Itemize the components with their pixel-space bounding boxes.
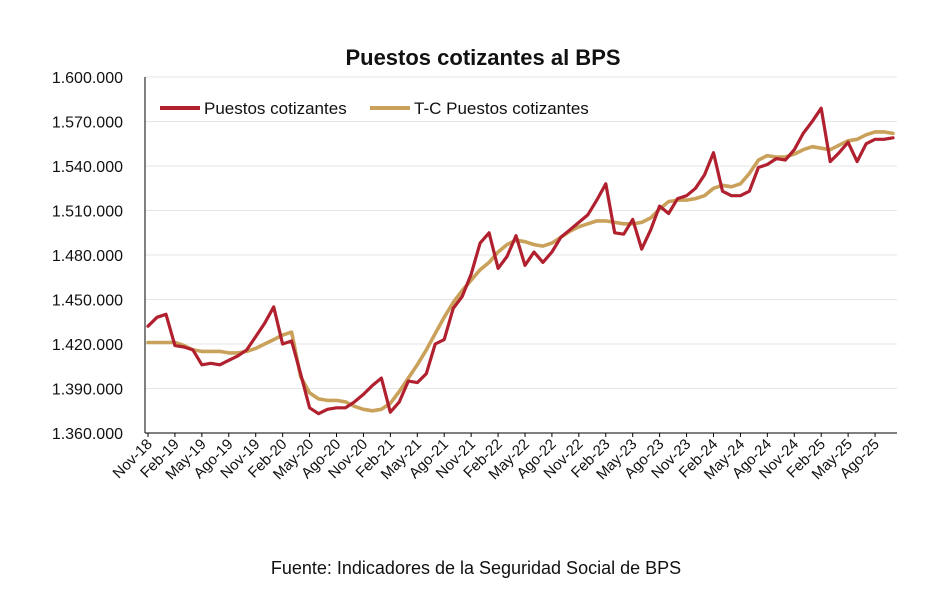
legend: Puestos cotizantes T-C Puestos cotizante…: [160, 99, 589, 118]
y-tick-label: 1.540.000: [52, 159, 123, 176]
y-tick-label: 1.510.000: [52, 204, 123, 221]
y-axis-ticks: 1.360.000 1.390.000 1.420.000 1.450.000 1.48…: [52, 70, 123, 443]
source-note: Fuente: Indicadores de la Seguridad Soci…: [270, 558, 682, 578]
gridlines: [145, 76, 897, 389]
y-tick-label: 1.480.000: [52, 248, 123, 265]
x-axis-ticks: Nov-18Feb-19May-19Ago-19Nov-19Feb-20May-…: [110, 436, 883, 483]
chart-title: Puestos cotizantes al BPS: [345, 45, 620, 70]
y-tick-label: 1.600.000: [52, 70, 123, 87]
series-line-puestos-cotizantes: [146, 106, 895, 416]
y-tick-label: 1.570.000: [52, 115, 123, 132]
y-tick-label: 1.360.000: [52, 426, 123, 443]
series-line-tc-puestos-cotizantes: [146, 130, 895, 413]
series-lines: [146, 106, 895, 416]
y-tick-label: 1.420.000: [52, 337, 123, 354]
y-tick-label: 1.390.000: [52, 382, 123, 399]
y-tick-label: 1.450.000: [52, 293, 123, 310]
axes: [144, 77, 897, 437]
legend-label-puestos-cotizantes: Puestos cotizantes: [204, 99, 347, 118]
legend-label-tc-puestos-cotizantes: T-C Puestos cotizantes: [414, 99, 589, 118]
